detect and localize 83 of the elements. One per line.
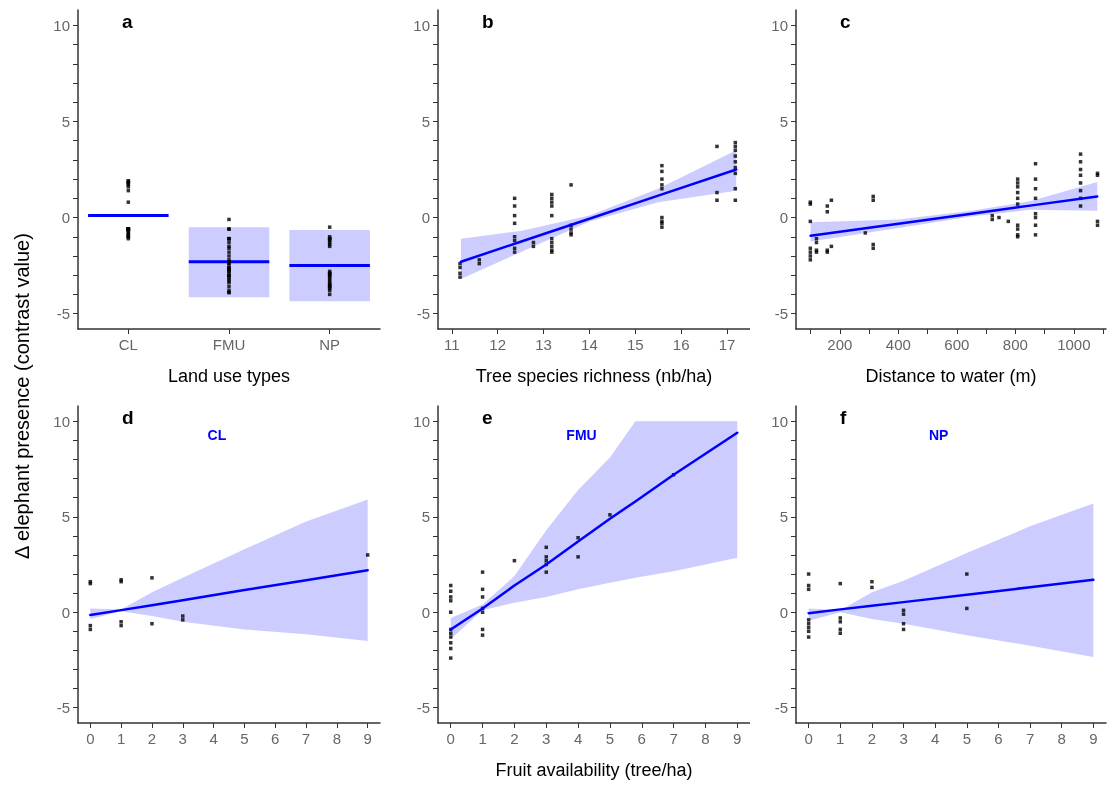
chart-title: a bbox=[122, 11, 133, 32]
x-tick-label: 11 bbox=[443, 336, 460, 353]
annotation: CL bbox=[207, 427, 227, 443]
x-tick-label: 3 bbox=[178, 730, 187, 747]
chart-title: f bbox=[840, 407, 847, 428]
x-tick-label: 8 bbox=[332, 730, 342, 747]
x-tick-label: 17 bbox=[718, 336, 736, 353]
x-tick-label: 2 bbox=[147, 730, 157, 747]
chart-title: b bbox=[482, 11, 494, 32]
x-tick-label: 1 bbox=[116, 730, 126, 747]
x-tick-label: 8 bbox=[1057, 730, 1066, 747]
y-tick-label: -5 bbox=[416, 305, 430, 323]
y-tick-label: 5 bbox=[421, 508, 430, 526]
y-tick-label: 0 bbox=[779, 603, 788, 621]
x-tick-label: 5 bbox=[240, 730, 249, 747]
annotation: FMU bbox=[566, 427, 597, 443]
y-tick-label: 0 bbox=[61, 209, 70, 227]
x-axis-title: Land use types bbox=[167, 366, 291, 386]
y-tick-label: 5 bbox=[61, 508, 70, 526]
x-tick-label: NP bbox=[319, 336, 341, 353]
x-tick-label: 3 bbox=[542, 730, 551, 747]
x-tick-label: 13 bbox=[535, 336, 552, 353]
x-tick-label: 200 bbox=[827, 336, 853, 353]
y-tick-label: 5 bbox=[779, 112, 788, 130]
x-tick-label: 3 bbox=[899, 730, 908, 747]
x-tick-label: 15 bbox=[626, 336, 644, 353]
x-tick-label: 9 bbox=[733, 730, 742, 747]
y-tick-label: 5 bbox=[61, 112, 70, 130]
y-tick-label: 10 bbox=[413, 16, 430, 34]
y-tick-label: 5 bbox=[421, 112, 430, 130]
x-tick-label: 2 bbox=[510, 730, 519, 747]
y-tick-label: -5 bbox=[774, 305, 788, 323]
x-tick-label: 14 bbox=[581, 336, 598, 353]
y-tick-label: -5 bbox=[56, 305, 70, 323]
x-tick-label: 400 bbox=[885, 336, 911, 353]
y-tick-label: -5 bbox=[56, 699, 70, 717]
annotation: NP bbox=[928, 427, 949, 443]
x-tick-label: 4 bbox=[931, 730, 940, 747]
y-tick-label: 10 bbox=[53, 412, 70, 430]
x-tick-label: 4 bbox=[573, 730, 583, 747]
x-tick-label: FMU bbox=[212, 336, 246, 353]
y-tick-label: 0 bbox=[61, 603, 70, 621]
y-tick-label: 0 bbox=[421, 209, 430, 227]
y-tick-label: 10 bbox=[53, 16, 70, 34]
x-tick-label: 600 bbox=[944, 336, 970, 353]
x-tick-label: 4 bbox=[209, 730, 218, 747]
x-tick-label: 0 bbox=[86, 730, 95, 747]
x-tick-label: 7 bbox=[669, 730, 678, 747]
x-tick-label: 0 bbox=[446, 730, 455, 747]
y-tick-label: 10 bbox=[771, 412, 788, 430]
chart-title: d bbox=[122, 407, 134, 428]
x-tick-label: 7 bbox=[1025, 730, 1035, 747]
x-tick-label: 8 bbox=[701, 730, 710, 747]
x-tick-label: 1 bbox=[836, 730, 845, 747]
x-tick-label: 7 bbox=[301, 730, 311, 747]
x-tick-label: 16 bbox=[672, 336, 690, 353]
y-tick-label: 10 bbox=[413, 412, 430, 430]
x-tick-label: 6 bbox=[994, 730, 1003, 747]
x-tick-label: 5 bbox=[605, 730, 615, 747]
x-tick-label: 9 bbox=[363, 730, 372, 747]
x-tick-label: 6 bbox=[637, 730, 646, 747]
chart-title: c bbox=[840, 11, 851, 32]
x-tick-label: 6 bbox=[271, 730, 280, 747]
x-tick-label: 5 bbox=[962, 730, 971, 747]
x-tick-label: 0 bbox=[804, 730, 813, 747]
x-axis-title: Fruit availability (tree/ha) bbox=[495, 760, 693, 780]
x-tick-label: 9 bbox=[1089, 730, 1098, 747]
y-axis-title: Δ elephant presence (contrast value) bbox=[10, 233, 34, 559]
y-tick-label: 0 bbox=[421, 603, 430, 621]
x-tick-label: 800 bbox=[1002, 336, 1028, 353]
x-tick-label: 1 bbox=[478, 730, 487, 747]
y-tick-label: -5 bbox=[416, 699, 430, 717]
x-tick-label: 12 bbox=[489, 336, 506, 353]
y-tick-label: 10 bbox=[771, 16, 788, 34]
y-tick-label: 5 bbox=[779, 508, 788, 526]
y-tick-label: 0 bbox=[779, 209, 788, 227]
x-tick-label: 2 bbox=[867, 730, 877, 747]
x-axis-title: Distance to water (m) bbox=[865, 366, 1037, 386]
chart-title: e bbox=[482, 407, 493, 428]
x-tick-label: 1000 bbox=[1057, 336, 1091, 353]
y-tick-label: -5 bbox=[774, 699, 788, 717]
x-tick-label: CL bbox=[118, 336, 138, 353]
x-axis-title: Tree species richness (nb/ha) bbox=[475, 366, 713, 386]
